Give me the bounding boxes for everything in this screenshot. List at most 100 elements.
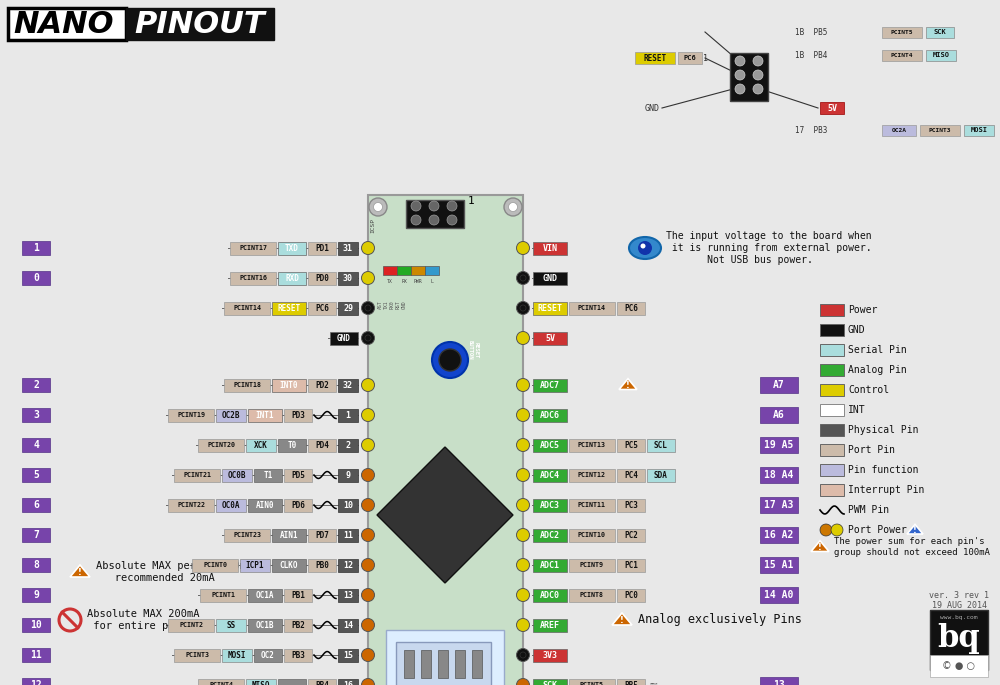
- Text: PWM Pin: PWM Pin: [848, 505, 889, 515]
- Bar: [278, 679, 306, 685]
- Text: T1: T1: [263, 471, 273, 479]
- Bar: [533, 469, 567, 482]
- Circle shape: [735, 56, 745, 66]
- Text: A6: A6: [773, 410, 785, 420]
- Text: !: !: [626, 381, 630, 390]
- Text: SCL: SCL: [654, 440, 668, 449]
- Circle shape: [362, 301, 374, 314]
- Text: 2: 2: [33, 380, 39, 390]
- Bar: [272, 529, 306, 542]
- Text: Analog Pin: Analog Pin: [848, 365, 907, 375]
- Bar: [617, 558, 645, 571]
- Bar: [368, 195, 523, 685]
- Bar: [533, 588, 567, 601]
- Bar: [533, 379, 567, 392]
- Bar: [425, 266, 439, 275]
- Bar: [284, 408, 312, 421]
- Text: 13: 13: [343, 590, 353, 599]
- Text: !: !: [913, 526, 917, 535]
- Text: ADC3: ADC3: [540, 501, 560, 510]
- Text: L: L: [431, 279, 433, 284]
- Text: PCINT14: PCINT14: [233, 305, 261, 311]
- Bar: [404, 650, 414, 678]
- Circle shape: [753, 56, 763, 66]
- Bar: [330, 332, 358, 345]
- Text: ≈: ≈: [649, 680, 658, 685]
- Text: !: !: [78, 568, 82, 577]
- Text: PD6: PD6: [291, 501, 305, 510]
- Bar: [22, 438, 50, 452]
- Circle shape: [516, 649, 530, 662]
- Bar: [308, 679, 336, 685]
- Circle shape: [516, 469, 530, 482]
- Bar: [338, 558, 358, 571]
- Text: !: !: [818, 543, 822, 552]
- Bar: [22, 618, 50, 632]
- Bar: [533, 679, 567, 685]
- Text: 10: 10: [343, 501, 353, 510]
- Bar: [248, 588, 282, 601]
- Circle shape: [439, 349, 461, 371]
- Bar: [308, 301, 336, 314]
- Bar: [760, 377, 798, 393]
- Bar: [533, 499, 567, 512]
- Circle shape: [362, 649, 374, 662]
- Bar: [569, 558, 615, 571]
- Text: ADC0: ADC0: [540, 590, 560, 599]
- Bar: [930, 655, 988, 677]
- Bar: [617, 499, 645, 512]
- Bar: [308, 558, 336, 571]
- Text: PCINT5: PCINT5: [891, 29, 913, 34]
- Text: GND: GND: [337, 334, 351, 342]
- Text: SS: SS: [226, 621, 236, 630]
- Circle shape: [640, 243, 646, 249]
- Circle shape: [516, 271, 530, 284]
- Circle shape: [753, 84, 763, 94]
- Text: PD4: PD4: [315, 440, 329, 449]
- Circle shape: [516, 499, 530, 512]
- Text: INT1: INT1: [256, 410, 274, 419]
- Circle shape: [362, 408, 374, 421]
- Bar: [569, 588, 615, 601]
- Text: 4: 4: [33, 440, 39, 450]
- Bar: [920, 125, 960, 136]
- Bar: [216, 619, 246, 632]
- Text: A7: A7: [773, 380, 785, 390]
- Bar: [760, 677, 798, 685]
- Text: RESET: RESET: [538, 303, 562, 312]
- Text: PC6: PC6: [315, 303, 329, 312]
- Bar: [284, 649, 312, 662]
- Text: AST: AST: [378, 301, 382, 310]
- Circle shape: [362, 469, 374, 482]
- Text: 16 A2: 16 A2: [764, 530, 794, 540]
- Bar: [254, 649, 282, 662]
- Text: 10: 10: [30, 620, 42, 630]
- Text: PCINT1: PCINT1: [211, 592, 235, 598]
- Text: PC6: PC6: [624, 303, 638, 312]
- Circle shape: [362, 242, 374, 255]
- Circle shape: [516, 301, 530, 314]
- Circle shape: [447, 201, 457, 211]
- Bar: [397, 266, 411, 275]
- Bar: [617, 529, 645, 542]
- Text: MISO: MISO: [932, 52, 950, 58]
- Text: 9: 9: [33, 590, 39, 600]
- Text: ADC7: ADC7: [540, 380, 560, 390]
- Bar: [338, 469, 358, 482]
- Text: PC0: PC0: [624, 590, 638, 599]
- Circle shape: [362, 679, 374, 685]
- Circle shape: [362, 529, 374, 542]
- Bar: [338, 271, 358, 284]
- Bar: [533, 408, 567, 421]
- Bar: [882, 27, 922, 38]
- Bar: [533, 529, 567, 542]
- Bar: [820, 364, 844, 376]
- Bar: [284, 588, 312, 601]
- Text: 30: 30: [343, 273, 353, 282]
- Text: SCK: SCK: [542, 680, 558, 685]
- Bar: [216, 408, 246, 421]
- Circle shape: [362, 588, 374, 601]
- Bar: [569, 529, 615, 542]
- Text: Control: Control: [848, 385, 889, 395]
- Text: 12: 12: [343, 560, 353, 569]
